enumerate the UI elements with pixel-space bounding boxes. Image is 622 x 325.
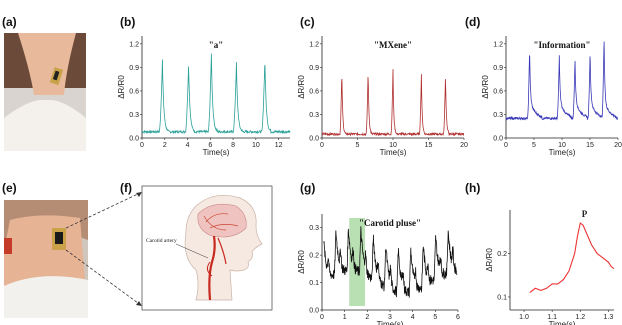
series-line bbox=[141, 53, 291, 135]
panel-label-a: (a) bbox=[2, 15, 17, 29]
neck-photo-e bbox=[4, 200, 88, 318]
y-tick-label: 0.6 bbox=[493, 88, 503, 95]
x-axis-label: Time(s) bbox=[377, 320, 404, 325]
panel-label-g: (g) bbox=[300, 181, 315, 195]
panel-label-b: (b) bbox=[120, 15, 135, 29]
x-tick-label: 4 bbox=[411, 314, 415, 321]
y-tick-label: 0.3 bbox=[309, 112, 319, 119]
x-tick-label: 0 bbox=[504, 142, 508, 149]
zoom-arrow-top bbox=[136, 192, 142, 197]
y-tick-label: 1.2 bbox=[129, 41, 139, 48]
x-tick-label: 1 bbox=[343, 314, 347, 321]
x-tick-label: 10 bbox=[558, 142, 566, 149]
x-tick-label: 5 bbox=[433, 314, 437, 321]
x-tick-label: 2 bbox=[365, 314, 369, 321]
x-axis-label: Time(s) bbox=[549, 320, 576, 325]
y-tick-label: 0.1 bbox=[497, 294, 507, 301]
series-line bbox=[529, 222, 615, 294]
chart-b: 0.0 0.3 0.6 0.9 1.2 0 2 4 6 8 10 12 Time(s) ΔR/R0 "a" bbox=[117, 36, 291, 157]
chart-title: "Information" bbox=[534, 40, 591, 50]
panel-label-e: (e) bbox=[2, 181, 17, 195]
x-tick-label: 4 bbox=[186, 142, 190, 149]
series-line bbox=[321, 69, 465, 137]
x-tick-label: 3 bbox=[388, 314, 392, 321]
x-tick-label: 0 bbox=[140, 142, 144, 149]
y-axis-label: ΔR/R0 bbox=[117, 75, 126, 99]
x-tick-label: 15 bbox=[586, 142, 594, 149]
y-tick-label: 1.2 bbox=[309, 41, 319, 48]
y-tick-label: 0.0 bbox=[309, 308, 319, 315]
x-tick-label: 6 bbox=[208, 142, 212, 149]
x-tick-label: 0 bbox=[320, 314, 324, 321]
x-tick-label: 20 bbox=[614, 142, 622, 149]
x-tick-label: 1.2 bbox=[575, 314, 585, 321]
carotid-pointer bbox=[175, 243, 209, 259]
y-tick-label: 0.3 bbox=[129, 112, 139, 119]
charts-layer: 0.00.30.60.91.20 2 4 6 8 10 12Time(s)ΔR/R0"a"0… bbox=[117, 36, 622, 325]
x-tick-label: 10 bbox=[389, 142, 397, 149]
x-tick-label: 6 bbox=[456, 314, 460, 321]
x-axis-label: Time(s) bbox=[380, 148, 407, 157]
x-tick-label: 5 bbox=[356, 142, 360, 149]
y-tick-label: 0.2 bbox=[497, 251, 507, 258]
y-axis-label: ΔR/R0 bbox=[485, 248, 494, 272]
neck-photo-a bbox=[4, 33, 86, 151]
x-tick-label: 8 bbox=[231, 142, 235, 149]
chart-title: "MXene" bbox=[374, 40, 412, 50]
y-tick-label: 0.9 bbox=[129, 65, 139, 72]
y-tick-label: 0.1 bbox=[309, 280, 319, 287]
y-axis-label: ΔR/R0 bbox=[481, 75, 490, 99]
y-tick-label: 0.3 bbox=[493, 112, 503, 119]
x-tick-label: 1.0 bbox=[519, 314, 529, 321]
chart-title: "Carotid pluse" bbox=[359, 218, 421, 228]
x-tick-label: 1.3 bbox=[604, 314, 614, 321]
panel-label-c: (c) bbox=[300, 15, 315, 29]
y-tick-label: 0.0 bbox=[309, 136, 319, 143]
x-tick-label: 15 bbox=[425, 142, 433, 149]
zoom-line-bottom bbox=[65, 249, 143, 307]
y-tick-label: 0.6 bbox=[309, 88, 319, 95]
x-tick-label: 12 bbox=[275, 142, 283, 149]
carotid-artery-label: Carotid artery bbox=[146, 238, 177, 244]
y-tick-label: 0.9 bbox=[309, 65, 319, 72]
x-tick-label: 2 bbox=[163, 142, 167, 149]
y-axis-label: ΔR/R0 bbox=[297, 75, 306, 99]
x-axis-label: Time(s) bbox=[549, 148, 576, 157]
zoom-arrow-bottom bbox=[136, 301, 142, 306]
y-tick-label: 0.0 bbox=[493, 136, 503, 143]
panel-label-f: (f) bbox=[120, 181, 132, 195]
x-tick-label: 5 bbox=[532, 142, 536, 149]
series-line bbox=[323, 226, 458, 298]
peak-label-p: P bbox=[582, 209, 588, 219]
carotid-illustration bbox=[141, 185, 273, 311]
x-axis-label: Time(s) bbox=[203, 148, 230, 157]
zoom-line-top bbox=[65, 191, 143, 229]
chart-g: 0.0 0.1 0.2 0.3 0 1 2 3 4 5 6 Time(s) ΔR/R0 "Carotid … bbox=[297, 214, 460, 325]
y-tick-label: 0.6 bbox=[129, 88, 139, 95]
y-axis-label: ΔR/R0 bbox=[297, 250, 306, 274]
y-tick-label: 0.2 bbox=[309, 253, 319, 260]
x-tick-label: 10 bbox=[252, 142, 260, 149]
y-tick-label: 1.2 bbox=[493, 41, 503, 48]
chart-title: "a" bbox=[209, 40, 224, 50]
x-tick-label: 0 bbox=[320, 142, 324, 149]
chart-d: 0.0 0.3 0.6 0.9 1.2 0 5 10 15 20 Time(s) ΔR/R0 "Info… bbox=[481, 36, 622, 157]
x-tick-label: 20 bbox=[460, 142, 468, 149]
series-line bbox=[505, 41, 619, 121]
panel-label-h: (h) bbox=[465, 181, 480, 195]
chart-c: 0.0 0.3 0.6 0.9 1.2 0 5 10 15 20 Time(s) ΔR/R0 "MXen… bbox=[297, 36, 468, 157]
x-tick-label: 1.1 bbox=[547, 314, 557, 321]
y-tick-label: 0.9 bbox=[493, 65, 503, 72]
y-tick-label: 0.3 bbox=[309, 225, 319, 232]
panel-label-d: (d) bbox=[465, 15, 480, 29]
y-tick-label: 0.0 bbox=[129, 136, 139, 143]
